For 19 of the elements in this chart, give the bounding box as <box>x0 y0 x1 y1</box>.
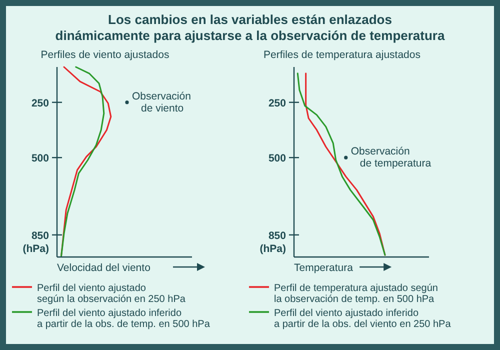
x-axis-title: Temperatura <box>294 262 354 274</box>
text: Observación de viento <box>132 90 192 114</box>
chart-subtitle: Perfiles de temperatura ajustados <box>263 49 421 61</box>
y-tick-label: 850 <box>268 230 286 242</box>
y-tick-label: 500 <box>268 152 286 165</box>
x-axis-title: Velocidad del viento <box>57 262 151 274</box>
legend-label: Perfil de temperatura ajustado según la observación de temp. en 500 hPa <box>274 283 438 305</box>
text: Los cambios en las variables están enlazados dinámicamente para ajustarse a la observación de temperatura <box>55 12 446 43</box>
y-axis-title: (hPa) <box>22 242 49 255</box>
y-axis-title: (hPa) <box>260 242 286 255</box>
y-tick-label: 500 <box>31 152 50 165</box>
annotation: Observación de temperatura <box>350 146 432 170</box>
legend-label: Perfil del viento ajustado inferido a partir de la obs. de temp. en 500 hPa <box>37 308 210 330</box>
y-tick-label: 250 <box>31 97 50 110</box>
legend-label: Perfil del viento ajustado según la observación en 250 hPa <box>37 283 186 305</box>
y-tick-label: 250 <box>268 97 286 110</box>
y-tick-label: 850 <box>31 230 50 242</box>
legend-label: Perfil del viento ajustado inferido a partir de la obs. del viento en 250 hPa <box>274 308 452 330</box>
chart-subtitle: Perfiles de viento ajustados <box>40 49 170 61</box>
